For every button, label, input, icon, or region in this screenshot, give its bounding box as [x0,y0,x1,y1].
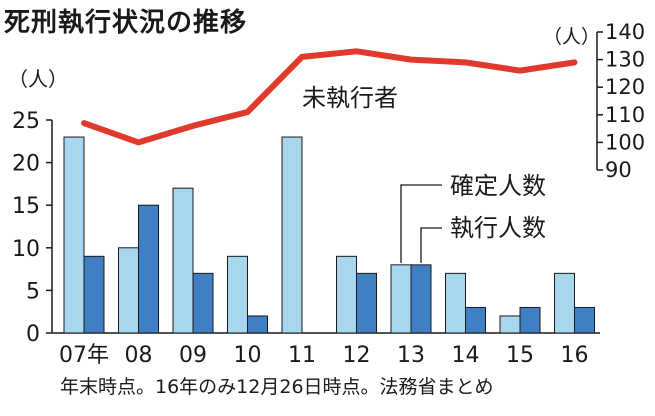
legend-executed-label: 執行人数 [450,214,546,242]
x-tick-label: 09 [179,343,207,368]
bar-confirmed [445,272,466,334]
bar-confirmed [227,255,248,334]
right-tick-label: 140 [605,20,645,44]
bar-confirmed [499,315,521,334]
x-axis-labels: 07年 08 09 10 11 12 13 14 15 16 [59,343,589,368]
legend-confirmed-label: 確定人数 [450,172,546,200]
right-axis: （人） 90 100 110 120 130 140 [543,20,645,182]
left-tick-label: 15 [12,194,40,219]
left-tick-label: 20 [12,152,40,177]
bar-executed [574,306,595,334]
left-tick-label: 5 [26,279,40,304]
line-unexecuted [81,48,578,146]
x-tick-label: 08 [125,343,153,368]
bar-executed [138,204,159,334]
bar-confirmed [281,136,303,334]
x-tick-label: 15 [506,343,534,368]
bar-executed [247,315,268,334]
bar-confirmed [63,136,85,334]
bar-executed [83,255,105,334]
legend-leader-confirmed [400,184,442,263]
line-group [81,48,578,146]
legend-leader-executed [420,227,442,263]
right-tick-label: 90 [605,158,632,182]
x-tick-label: 13 [397,343,425,368]
right-axis-unit: （人） [543,26,600,48]
x-tick-label: 07年 [59,343,109,368]
bar-confirmed [554,272,575,334]
left-axis-unit: （人） [8,67,68,91]
bar-executed [465,306,486,334]
bar-confirmed [336,255,357,334]
bars-group [52,136,600,334]
left-axis: （人） 0 5 10 15 20 25 [8,67,68,347]
x-tick-label: 12 [343,343,371,368]
bar-confirmed [172,187,194,334]
left-tick-label: 10 [12,237,40,262]
x-tick-label: 14 [452,343,480,368]
bar-executed [519,306,541,334]
x-tick-label: 10 [234,343,262,368]
bar-executed [192,272,214,334]
right-tick-label: 120 [605,75,645,99]
line-series-label: 未執行者 [302,84,398,112]
x-tick-label: 11 [288,343,316,368]
chart-title: 死刑執行状況の推移 [4,8,248,38]
right-tick-label: 100 [605,130,645,154]
left-tick-label: 0 [26,322,40,347]
footnote: 年末時点。16年のみ12月26日時点。法務省まとめ [60,376,494,398]
left-tick-label: 25 [12,109,40,134]
x-tick-label: 16 [561,343,589,368]
chart-plot: （人） 0 5 10 15 20 25 （人） 90 100 110 120 130 140 07年 08… [8,20,645,368]
right-tick-label: 110 [605,103,645,127]
bar-executed [356,272,377,334]
right-tick-label: 130 [605,48,645,72]
bar-confirmed [390,264,412,334]
bar-executed [410,264,432,334]
bar-confirmed [118,247,139,334]
